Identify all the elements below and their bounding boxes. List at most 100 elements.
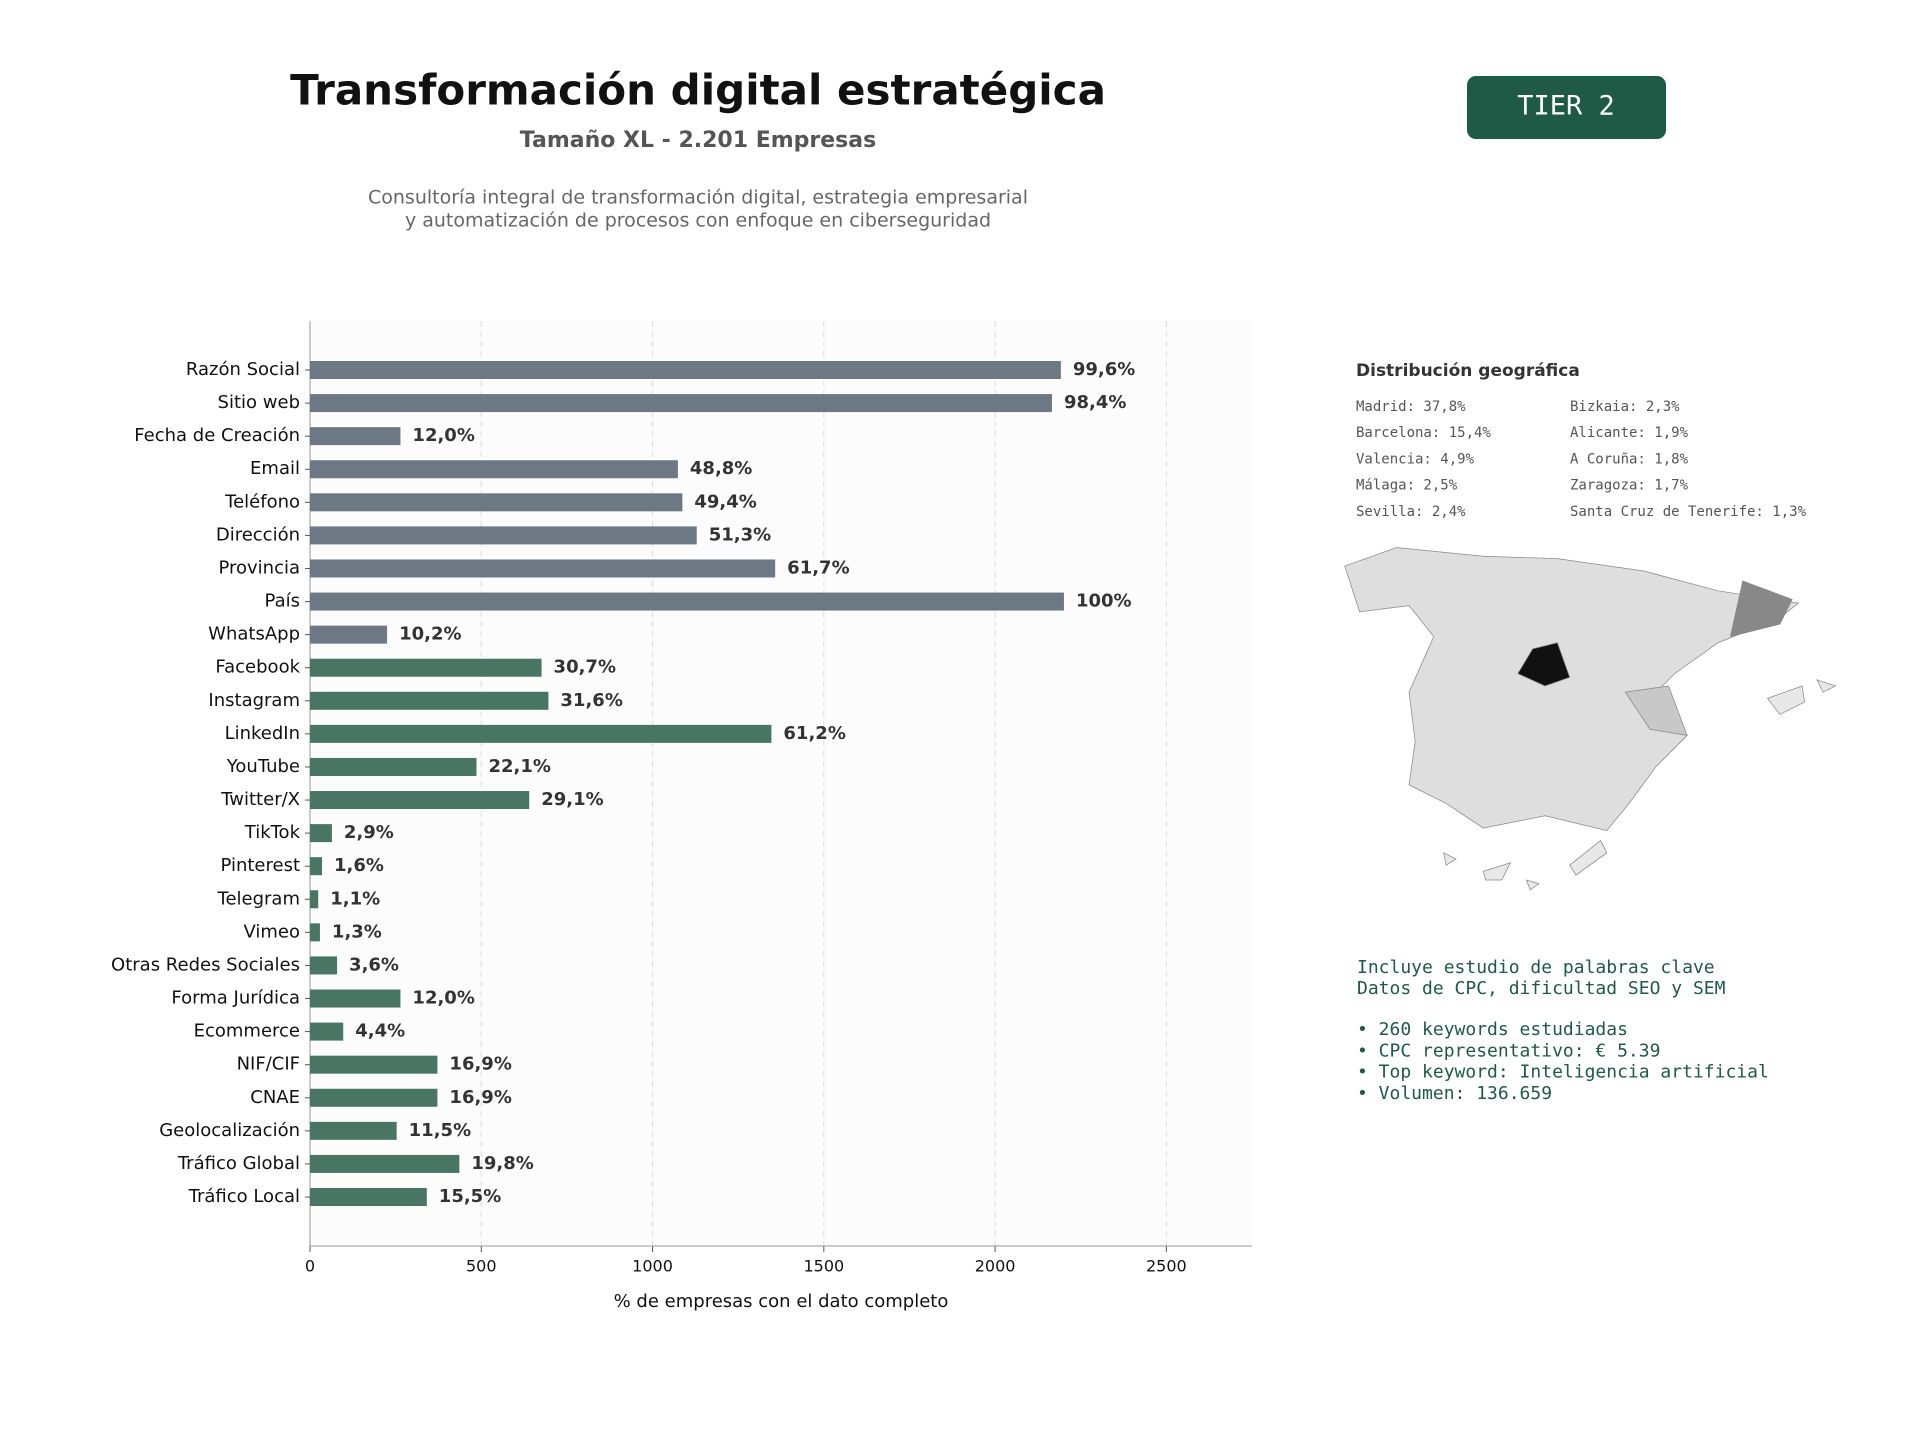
keyword-line: Datos de CPC, dificultad SEO y SEM — [1357, 978, 1726, 999]
y-tick-label: Fecha de Creación — [134, 425, 300, 446]
value-label: 22,1% — [488, 756, 550, 777]
geo-item: Barcelona: 15,4% — [1356, 425, 1491, 441]
value-label: 12,0% — [412, 425, 474, 446]
keyword-bullet: • 260 keywords estudiadas — [1357, 1019, 1628, 1040]
value-label: 98,4% — [1064, 392, 1126, 413]
value-label: 1,6% — [334, 855, 384, 876]
y-tick-label: TikTok — [244, 822, 301, 843]
geo-item: Zaragoza: 1,7% — [1570, 478, 1689, 494]
x-axis-label: % de empresas con el dato completo — [614, 1291, 949, 1312]
y-tick-label: Instagram — [208, 690, 300, 711]
y-tick-label: LinkedIn — [225, 723, 300, 744]
y-tick-label: YouTube — [226, 756, 300, 777]
x-tick-label: 1500 — [803, 1257, 844, 1276]
bar — [310, 757, 477, 776]
bar — [310, 658, 542, 677]
bar — [310, 493, 683, 512]
value-label: 48,8% — [690, 458, 752, 479]
map — [1344, 547, 1837, 891]
map-region — [1517, 642, 1571, 687]
bar — [310, 1022, 344, 1041]
y-tick-label: Vimeo — [243, 921, 300, 942]
value-label: 4,4% — [355, 1021, 405, 1042]
bar — [310, 1188, 427, 1206]
badge — [1467, 76, 1666, 139]
geo-item: Sevilla: 2,4% — [1356, 504, 1466, 520]
value-label: 19,8% — [471, 1153, 533, 1174]
keyword-bullet: • CPC representativo: € 5.39 — [1357, 1040, 1660, 1061]
y-tick-label: Pinterest — [220, 855, 300, 876]
y-tick-label: Telegram — [217, 888, 300, 909]
bar — [310, 526, 697, 545]
x-tick-label: 1000 — [632, 1257, 673, 1276]
keyword-bullet: • Volumen: 136.659 — [1357, 1083, 1552, 1104]
geo-item: Bizkaia: 2,3% — [1570, 399, 1680, 415]
value-label: 30,7% — [554, 657, 616, 678]
y-tick-label: Forma Jurídica — [171, 988, 300, 1009]
bar — [310, 1055, 438, 1074]
geo-item: Madrid: 37,8% — [1356, 399, 1466, 415]
value-label: 10,2% — [399, 624, 461, 645]
y-tick-label: NIF/CIF — [237, 1054, 300, 1075]
y-tick-label: Dirección — [216, 524, 300, 545]
y-tick-label: Ecommerce — [194, 1021, 300, 1042]
map-islands — [1443, 839, 1608, 891]
y-tick-label: Teléfono — [224, 491, 300, 512]
geo-item: A Coruña: 1,8% — [1570, 451, 1689, 467]
bar — [310, 890, 319, 909]
bar — [310, 824, 332, 843]
value-label: 99,6% — [1073, 359, 1135, 380]
value-label: 61,7% — [787, 557, 849, 578]
y-tick-label: Tráfico Global — [177, 1153, 300, 1174]
bar — [310, 460, 678, 479]
description: Consultoría integral de transformación d… — [368, 187, 1028, 209]
geo-item: Santa Cruz de Tenerife: 1,3% — [1570, 504, 1807, 520]
value-label: 61,2% — [783, 723, 845, 744]
x-tick-label: 0 — [305, 1257, 315, 1276]
geo-item: Málaga: 2,5% — [1356, 478, 1458, 494]
bar — [310, 625, 388, 644]
value-label: 3,6% — [349, 954, 399, 975]
y-tick-label: CNAE — [250, 1087, 300, 1108]
y-tick-label: Sitio web — [218, 392, 300, 413]
bar — [310, 1088, 438, 1107]
geo-item: Valencia: 4,9% — [1356, 451, 1475, 467]
y-tick-label: WhatsApp — [208, 624, 300, 645]
value-label: 29,1% — [541, 789, 603, 810]
keyword-line: Incluye estudio de palabras clave — [1357, 957, 1715, 978]
bar — [310, 989, 401, 1008]
map-land — [1344, 547, 1800, 832]
value-label: 15,5% — [439, 1186, 501, 1207]
map-region — [1729, 580, 1793, 638]
bar — [310, 857, 322, 876]
y-tick-label: Facebook — [215, 657, 300, 678]
x-tick-label: 2000 — [975, 1257, 1016, 1276]
value-label: 16,9% — [449, 1054, 511, 1075]
geo-item: Alicante: 1,9% — [1570, 425, 1689, 441]
keyword-bullet: • Top keyword: Inteligencia artificial — [1357, 1062, 1769, 1083]
y-tick-label: Geolocalización — [159, 1120, 300, 1141]
bar — [310, 1121, 397, 1140]
geo-title: Distribución geográfica — [1356, 361, 1580, 381]
bar — [310, 394, 1052, 413]
bar — [310, 559, 776, 578]
y-tick-label: Provincia — [218, 557, 300, 578]
bar — [310, 691, 549, 710]
bar — [310, 1154, 460, 1173]
map-islands — [1766, 679, 1837, 715]
y-tick-label: Otras Redes Sociales — [111, 954, 300, 975]
bar — [310, 724, 772, 743]
bar — [310, 923, 320, 942]
y-tick-label: Razón Social — [186, 359, 300, 380]
bar — [310, 361, 1061, 379]
subtitle: Tamaño XL - 2.201 Empresas — [520, 128, 876, 153]
badge-text: TIER 2 — [1517, 91, 1615, 122]
y-tick-label: Twitter/X — [220, 789, 300, 810]
value-label: 12,0% — [412, 988, 474, 1009]
value-label: 11,5% — [409, 1120, 471, 1141]
y-tick-label: País — [265, 591, 300, 612]
bar — [310, 956, 338, 975]
y-tick-label: Tráfico Local — [188, 1186, 300, 1207]
x-tick-label: 2500 — [1146, 1257, 1187, 1276]
bar — [310, 592, 1064, 611]
